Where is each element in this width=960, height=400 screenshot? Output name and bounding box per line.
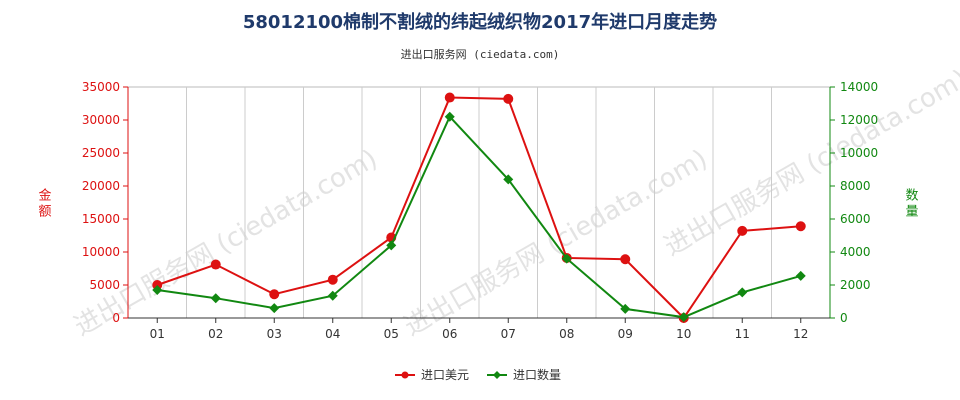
right-axis-title: 数量 — [905, 189, 918, 220]
x-tick-label: 05 — [384, 327, 399, 341]
series-point-1 — [269, 289, 280, 300]
axes: 0 5000 10000 15000 20000 25000 30000 35000 0 2000… — [38, 80, 918, 341]
x-tick-label: 12 — [793, 327, 808, 341]
series-line-2 — [157, 114, 802, 319]
series — [152, 92, 806, 323]
series-point-2 — [210, 293, 221, 304]
right-tick-label: 6000 — [840, 212, 871, 226]
series-point-1 — [444, 92, 455, 103]
right-tick-label: 4000 — [840, 245, 871, 259]
right-tick-label: 2000 — [840, 278, 871, 292]
left-tick-label: 15000 — [82, 212, 120, 226]
series-line-1 — [156, 96, 801, 320]
legend-marker-2 — [493, 371, 501, 379]
right-tick-label: 8000 — [840, 179, 871, 193]
x-tick-label: 06 — [442, 327, 457, 341]
right-tick-label: 0 — [840, 311, 848, 325]
left-tick-label: 20000 — [82, 179, 120, 193]
x-tick-label: 07 — [501, 327, 516, 341]
left-tick-label: 25000 — [82, 146, 120, 160]
series-point-2 — [678, 312, 689, 323]
x-tick-label: 03 — [267, 327, 282, 341]
left-tick-label: 35000 — [82, 80, 120, 94]
series-point-1 — [737, 225, 748, 236]
left-axis-title: 金额 — [38, 188, 51, 220]
right-tick-label: 10000 — [840, 146, 878, 160]
x-tick-label: 09 — [618, 327, 633, 341]
x-tick-label: 10 — [676, 327, 691, 341]
series-point-1 — [210, 259, 221, 270]
left-tick-label: 10000 — [82, 245, 120, 259]
left-tick-label: 30000 — [82, 113, 120, 127]
x-tick-label: 08 — [559, 327, 574, 341]
series-point-2 — [386, 240, 397, 251]
series-point-2 — [620, 303, 631, 314]
series-point-2 — [327, 290, 338, 301]
legend-label-1: 进口美元 — [421, 368, 469, 382]
legend-label-2: 进口数量 — [513, 367, 561, 382]
legend-marker-1 — [401, 371, 409, 379]
series-point-2 — [269, 303, 280, 314]
x-tick-label: 04 — [325, 327, 340, 341]
right-tick-label: 14000 — [840, 80, 878, 94]
series-point-1 — [620, 254, 631, 265]
left-tick-label: 5000 — [89, 278, 120, 292]
chart-title: 58012100棉制不割绒的纬起绒织物2017年进口月度走势 — [242, 12, 718, 33]
watermark: 进出口服务网 (ciedata.com) 进出口服务网 (ciedata.com)… — [69, 64, 960, 342]
x-tick-label: 11 — [735, 327, 750, 341]
left-tick-label: 0 — [112, 311, 120, 325]
series-point-2 — [561, 253, 572, 264]
x-tick-label: 02 — [208, 327, 223, 341]
series-point-2 — [503, 174, 514, 185]
series-point-2 — [444, 111, 455, 122]
chart-subtitle: 进出口服务网 (ciedata.com) — [400, 48, 560, 61]
x-tick-label: 01 — [150, 327, 165, 341]
series-point-1 — [503, 93, 514, 104]
series-point-1 — [795, 221, 806, 232]
series-point-2 — [795, 270, 806, 281]
series-point-2 — [737, 287, 748, 298]
right-tick-label: 12000 — [840, 113, 878, 127]
series-point-1 — [327, 274, 338, 285]
series-point-2 — [152, 284, 163, 295]
legend: 进口美元 进口数量 — [395, 367, 561, 382]
